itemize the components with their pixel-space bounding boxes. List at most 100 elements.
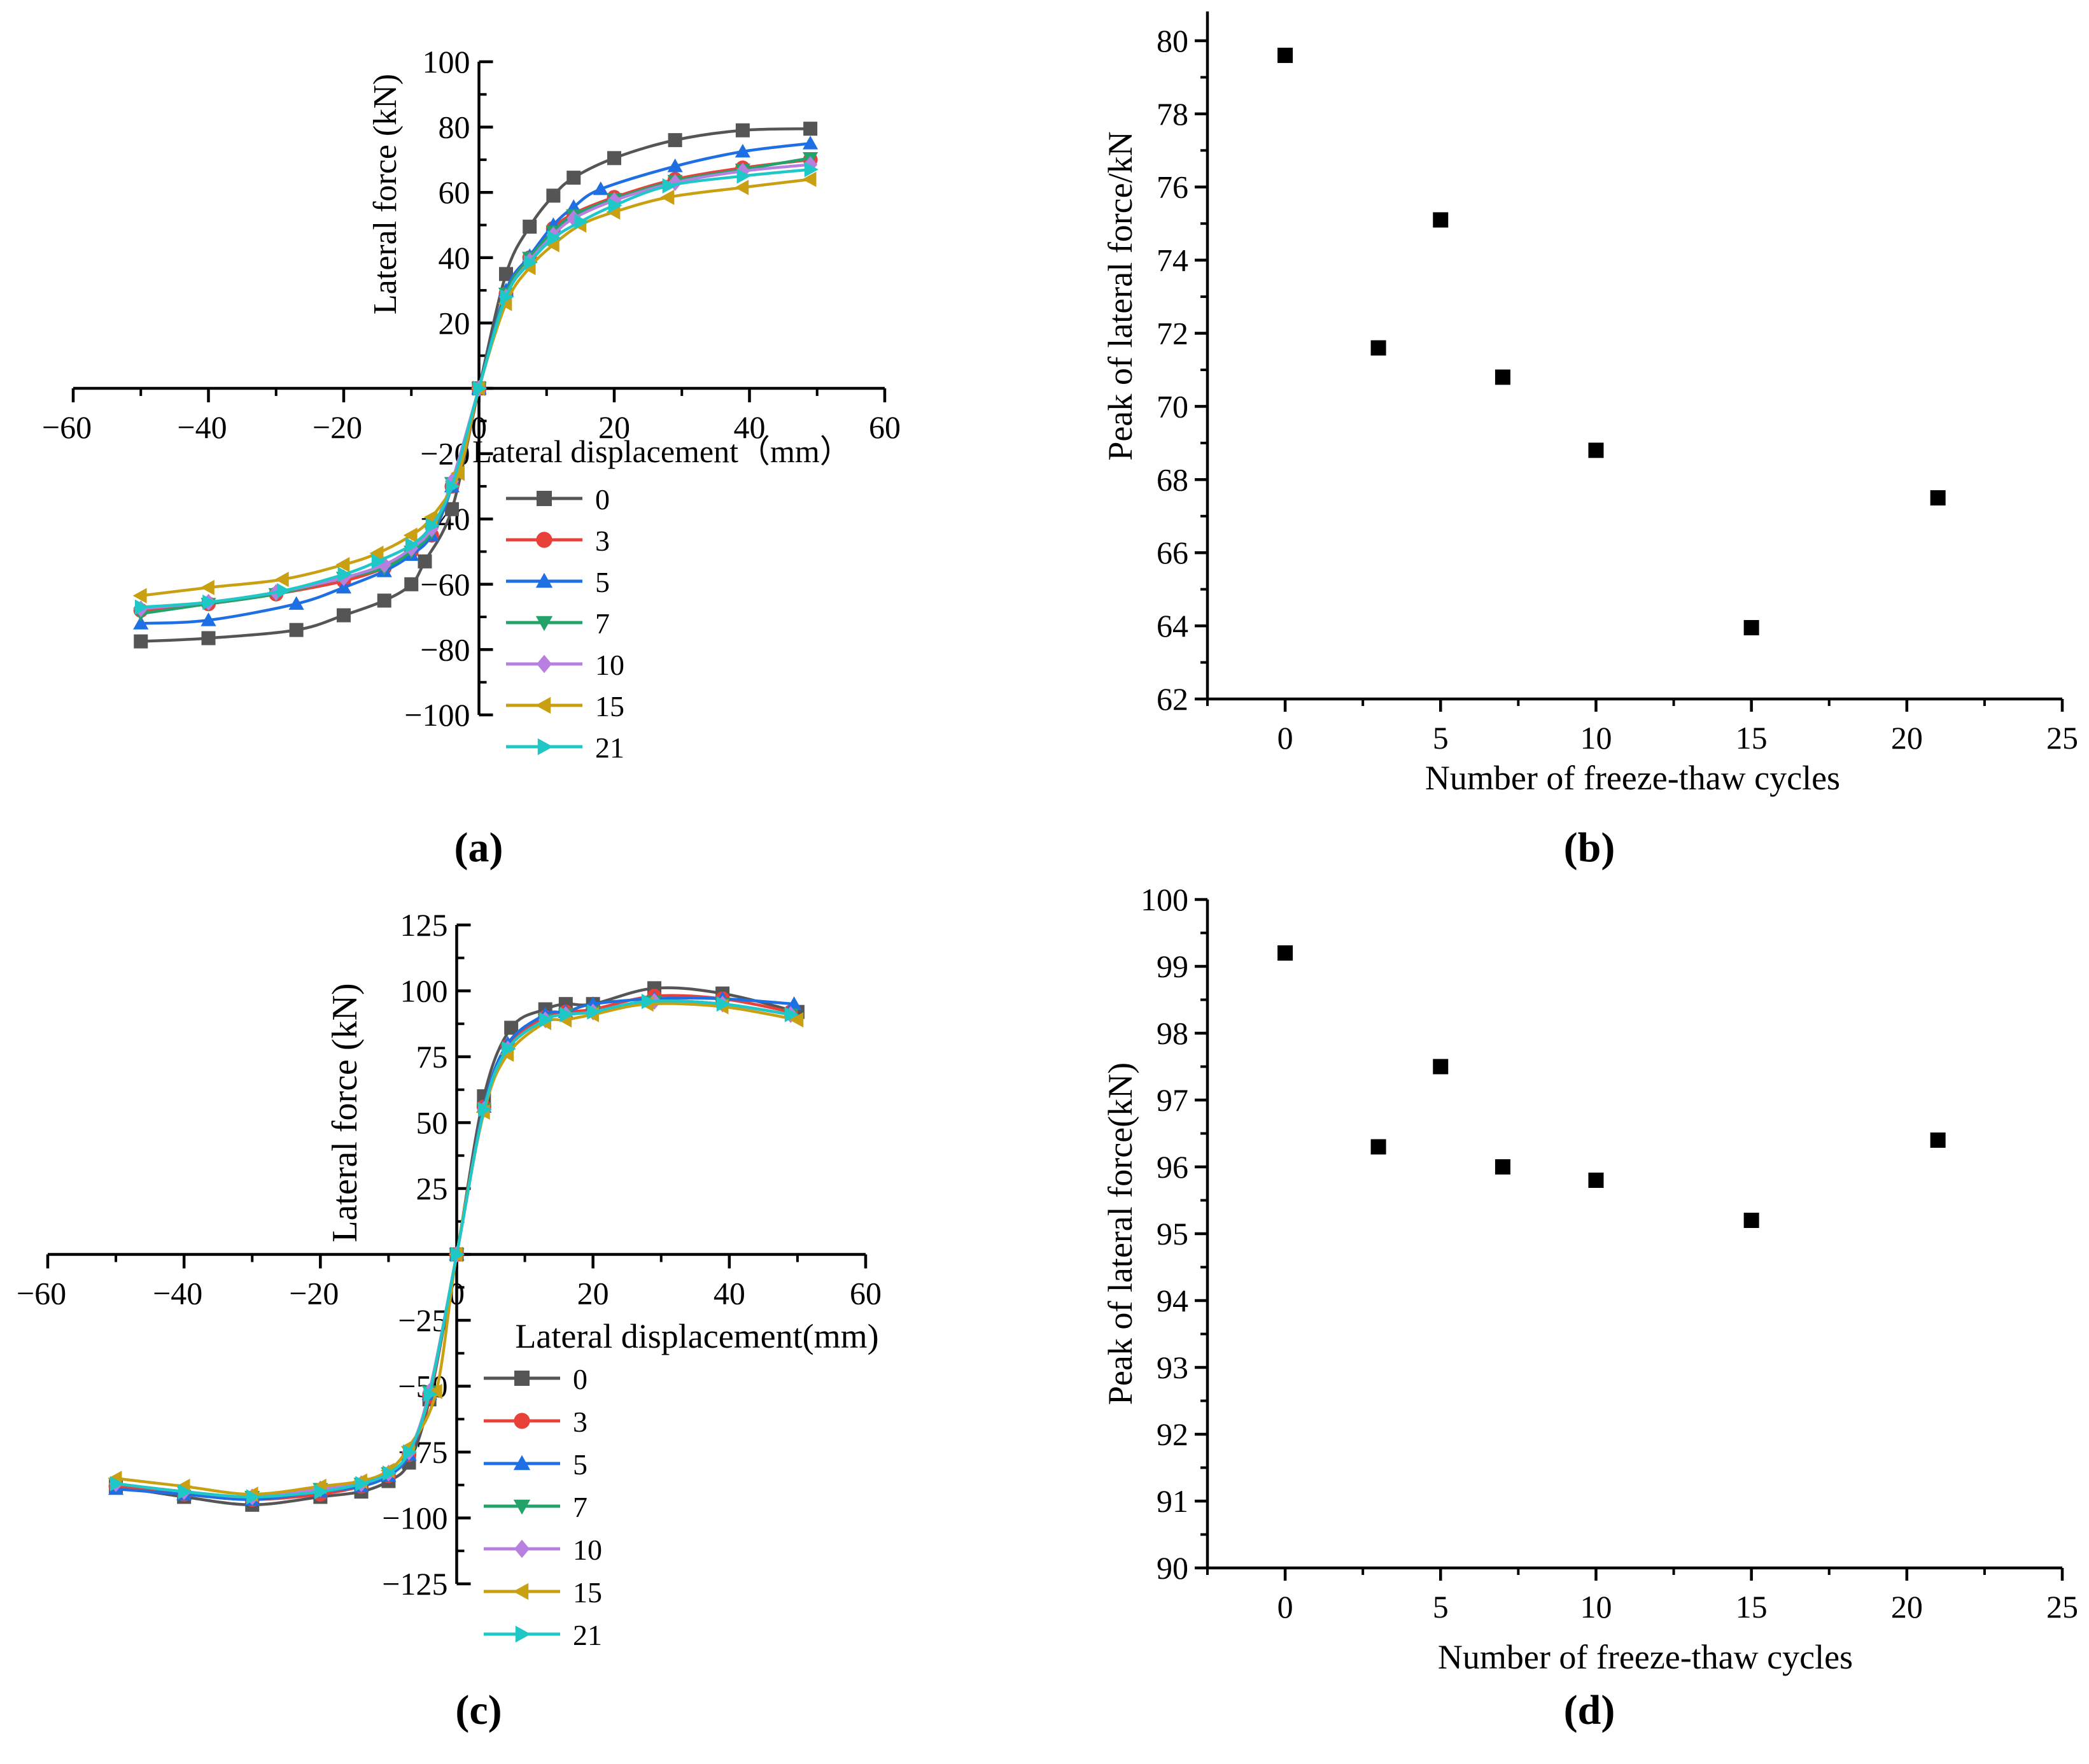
data-point-series-0	[523, 220, 537, 234]
data-point-series-21	[246, 1489, 260, 1505]
data-point-series-21	[559, 1006, 574, 1022]
y-tick-label: 91	[1157, 1483, 1188, 1519]
y-tick-label: 100	[1141, 882, 1188, 917]
legend-marker-3	[536, 532, 552, 548]
data-point-series-0	[607, 151, 621, 166]
y-tick-label: 75	[416, 1039, 448, 1075]
data-point-series-21	[314, 1484, 328, 1500]
data-point-series-15	[428, 1383, 442, 1399]
data-point-series-5	[133, 616, 149, 630]
y-tick-label: 100	[423, 44, 470, 80]
x-axis-title: Lateral displacement(mm)	[515, 1317, 878, 1355]
data-point-series-21	[423, 1386, 438, 1402]
x-tick-label: 25	[2046, 1589, 2078, 1625]
data-point-series-15	[735, 180, 749, 195]
data-point-series-0	[499, 267, 513, 281]
data-point-series-21	[371, 553, 386, 569]
data-point	[1277, 945, 1293, 961]
chart-panel-a: −60 −40 −20 0 20 40 60−100−80−60−40−2020406080…	[42, 44, 901, 871]
x-tick-label: 20	[1891, 1589, 1923, 1625]
y-tick-label: 25	[416, 1171, 448, 1206]
y-tick-label: 78	[1157, 96, 1188, 132]
legend-label: 10	[595, 649, 624, 681]
data-point	[1588, 1173, 1604, 1188]
data-point-series-0	[418, 554, 432, 568]
legend-marker-0	[514, 1371, 530, 1386]
legend-label: 21	[573, 1619, 602, 1651]
data-point	[1495, 369, 1510, 385]
data-point-series-21	[403, 1444, 418, 1460]
x-tick-label: 60	[850, 1276, 882, 1311]
legend-label: 15	[573, 1576, 602, 1609]
x-tick-label: 0	[1277, 720, 1293, 756]
legend-label: 7	[573, 1491, 587, 1523]
data-point-series-21	[202, 594, 217, 610]
data-point	[1370, 340, 1386, 356]
data-point-series-0	[377, 593, 391, 608]
legend-marker-0	[537, 491, 552, 506]
y-tick-label: 80	[439, 109, 470, 145]
legend-label: 10	[573, 1534, 602, 1566]
data-point-series-21	[446, 478, 460, 494]
x-tick-label: −20	[289, 1276, 339, 1311]
y-tick-label: 100	[400, 973, 448, 1009]
y-tick-label: 68	[1157, 462, 1188, 497]
x-tick-label: 15	[1736, 720, 1768, 756]
legend-label: 0	[573, 1363, 587, 1395]
legend-marker-5	[535, 572, 553, 588]
data-point	[1495, 1159, 1510, 1175]
y-tick-label: 40	[439, 240, 470, 276]
legend-label: 5	[595, 566, 610, 598]
legend-label: 3	[595, 525, 610, 557]
x-tick-label: 10	[1580, 720, 1612, 756]
legend-marker-15	[535, 696, 551, 714]
data-point-series-0	[289, 623, 304, 637]
x-tick-label: 5	[1433, 1589, 1449, 1625]
y-axis-title: Lateral force (kN)	[325, 983, 365, 1242]
data-point-series-21	[277, 582, 292, 599]
data-point-series-21	[477, 1101, 492, 1117]
legend-marker-21	[537, 738, 553, 756]
data-point-series-21	[405, 537, 419, 553]
legend-label: 21	[595, 731, 624, 764]
data-point-series-15	[789, 1012, 804, 1028]
x-tick-label: −40	[177, 409, 227, 445]
data-point-series-5	[786, 996, 802, 1010]
data-point-series-21	[662, 178, 677, 194]
y-tick-label: 95	[1157, 1216, 1188, 1252]
y-tick-label: 93	[1157, 1350, 1188, 1385]
data-point	[1743, 619, 1759, 635]
data-point	[1743, 1213, 1759, 1228]
legend-label: 3	[573, 1406, 587, 1438]
x-axis-title: Number of freeze-thaw cycles	[1425, 759, 1840, 797]
y-tick-label: 50	[416, 1105, 448, 1141]
legend-label: 0	[595, 483, 610, 516]
data-point-series-21	[383, 1465, 397, 1481]
y-tick-label: 80	[1157, 23, 1188, 59]
data-point-series-5	[735, 143, 750, 158]
data-point-series-10	[377, 556, 391, 574]
x-tick-label: 20	[1891, 720, 1923, 756]
y-tick-label: 98	[1157, 1015, 1188, 1051]
legend-marker-15	[513, 1583, 529, 1600]
data-point-series-21	[473, 380, 488, 397]
x-tick-label: −60	[17, 1276, 66, 1311]
legend-marker-10	[537, 654, 552, 674]
data-point-series-10	[445, 473, 459, 490]
y-axis-title: Peak of lateral force(kN)	[1101, 1062, 1139, 1405]
data-point	[1370, 1139, 1386, 1155]
data-point-series-15	[132, 588, 147, 603]
data-point-series-15	[660, 189, 675, 205]
data-point-series-0	[668, 133, 682, 148]
data-point	[1930, 490, 1946, 506]
data-point-series-0	[134, 634, 148, 649]
data-point-series-15	[200, 579, 215, 596]
x-tick-label: 60	[869, 409, 901, 445]
legend-marker-7	[535, 616, 553, 632]
x-axis-title: Number of freeze-thaw cycles	[1438, 1638, 1853, 1676]
y-tick-label: −100	[382, 1500, 447, 1536]
data-point	[1930, 1132, 1946, 1148]
x-tick-label: 5	[1433, 720, 1449, 756]
data-point-series-15	[369, 545, 384, 561]
